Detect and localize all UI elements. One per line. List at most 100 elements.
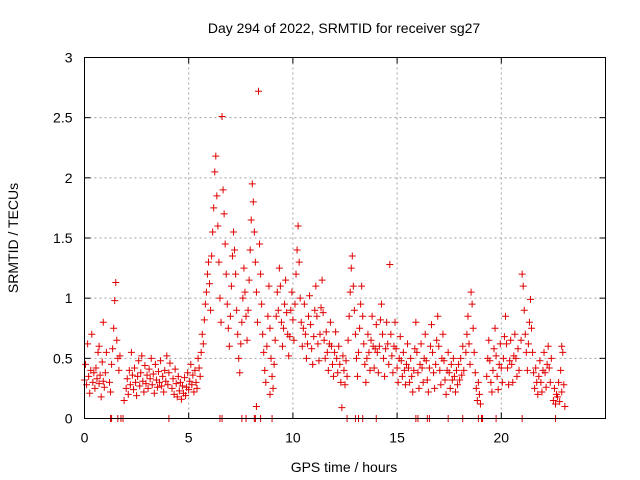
data-point <box>88 330 96 338</box>
data-point <box>270 360 278 368</box>
data-point <box>529 348 537 356</box>
data-point <box>483 372 491 380</box>
data-point <box>342 357 350 365</box>
data-point <box>532 364 540 372</box>
data-point <box>347 264 355 272</box>
data-point <box>300 300 308 308</box>
data-point <box>367 336 375 344</box>
data-point <box>110 324 118 332</box>
data-point <box>334 369 342 377</box>
data-point <box>154 368 162 376</box>
data-point <box>476 400 484 408</box>
data-point <box>276 282 284 290</box>
data-point <box>212 152 220 160</box>
data-point <box>386 260 394 268</box>
data-point <box>175 387 183 395</box>
data-point <box>415 384 423 392</box>
data-point <box>338 404 346 412</box>
data-point <box>424 388 432 396</box>
data-point <box>258 300 266 308</box>
data-point <box>455 360 463 368</box>
data-point <box>232 270 240 278</box>
data-point <box>454 381 462 389</box>
data-point <box>247 216 255 224</box>
data-point <box>266 324 274 332</box>
data-point <box>440 357 448 365</box>
data-point <box>354 372 362 380</box>
data-point <box>417 340 425 348</box>
data-point <box>432 360 440 368</box>
data-point <box>389 369 397 377</box>
data-point <box>157 357 165 365</box>
data-point <box>470 348 478 356</box>
data-point <box>504 364 512 372</box>
data-point <box>517 336 525 344</box>
data-point <box>236 369 244 377</box>
data-point <box>96 371 104 379</box>
data-point <box>366 366 374 374</box>
data-point <box>307 321 315 329</box>
data-point <box>384 340 392 348</box>
data-point <box>524 340 532 348</box>
y-tick-label: 2.5 <box>53 110 73 126</box>
data-point <box>129 386 137 394</box>
data-point <box>340 366 348 374</box>
data-point <box>541 369 549 377</box>
data-point <box>84 340 92 348</box>
data-point <box>128 371 136 379</box>
data-point <box>393 364 401 372</box>
data-point <box>208 252 216 260</box>
data-point <box>345 312 353 320</box>
data-point <box>178 382 186 390</box>
data-point <box>315 357 323 365</box>
data-point <box>90 369 98 377</box>
data-point <box>363 354 371 362</box>
data-point <box>295 258 303 266</box>
data-point <box>131 364 139 372</box>
x-tick-label: 0 <box>81 430 89 446</box>
data-point <box>298 342 306 350</box>
data-point <box>172 380 180 388</box>
data-point <box>164 381 172 389</box>
data-point <box>521 330 529 338</box>
data-point <box>358 282 366 290</box>
data-point <box>327 342 335 350</box>
data-point <box>296 294 304 302</box>
data-point <box>306 292 314 300</box>
data-point <box>303 340 311 348</box>
data-point <box>460 366 468 374</box>
data-point <box>337 378 345 386</box>
data-point <box>266 390 274 398</box>
data-point <box>257 270 265 278</box>
data-point <box>197 348 205 356</box>
data-point <box>137 369 145 377</box>
data-point <box>122 384 130 392</box>
data-point <box>540 348 548 356</box>
data-point <box>401 381 409 389</box>
data-point <box>436 366 444 374</box>
data-point <box>209 228 217 236</box>
data-point <box>379 330 387 338</box>
data-point <box>187 360 195 368</box>
data-point <box>125 366 133 374</box>
data-point <box>528 324 536 332</box>
data-point <box>531 384 539 392</box>
data-point <box>452 366 460 374</box>
data-point <box>468 300 476 308</box>
data-point <box>351 330 359 338</box>
data-point <box>518 270 526 278</box>
data-point <box>451 388 459 396</box>
data-point <box>437 381 445 389</box>
data-point <box>116 352 124 360</box>
data-point <box>222 270 230 278</box>
data-point <box>240 264 248 272</box>
data-point <box>490 345 498 353</box>
data-point <box>392 345 400 353</box>
data-point <box>213 192 221 200</box>
data-point <box>237 340 245 348</box>
data-point <box>497 364 505 372</box>
data-point <box>414 369 422 377</box>
data-point <box>430 369 438 377</box>
data-point <box>493 372 501 380</box>
data-point <box>169 375 177 383</box>
